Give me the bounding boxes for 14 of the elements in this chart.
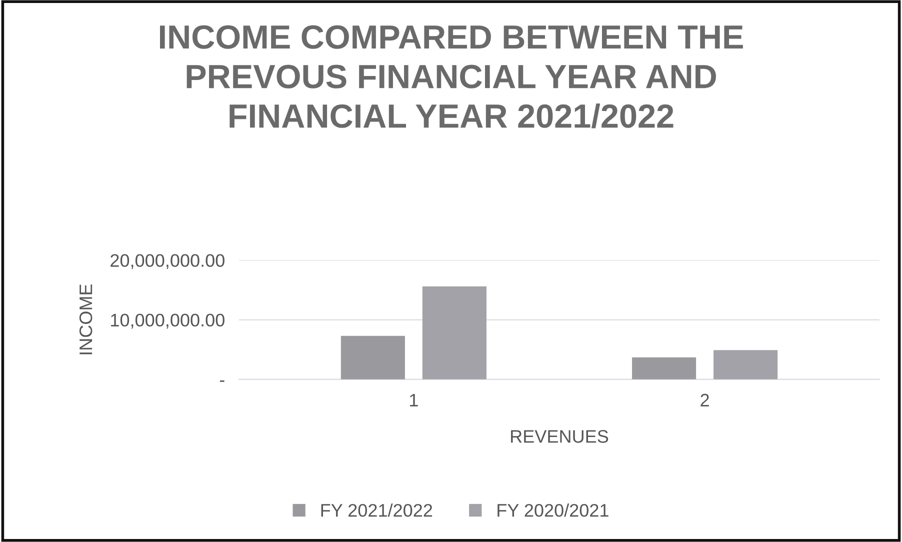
- chart-title: INCOME COMPARED BETWEEN THE PREVOUS FINANCIAL YEAR AND FINANCIAL YEAR 2021/2022: [160, 25, 743, 128]
- legend-label: FY 2020/2021: [498, 504, 608, 517]
- y-axis-title: INCOME: [79, 284, 92, 354]
- bar: [422, 286, 486, 380]
- y-tick-label: -: [220, 380, 224, 382]
- x-tick-label: 1: [410, 394, 418, 406]
- bar: [340, 336, 405, 380]
- x-axis-title: REVENUES: [511, 430, 608, 443]
- bar: [632, 357, 696, 380]
- y-tick-label: 10,000,000.00: [111, 314, 224, 329]
- y-tick-label: 20,000,000.00: [110, 254, 224, 270]
- bar: [714, 350, 778, 380]
- x-tick-label: 2: [700, 394, 709, 406]
- legend-label: FY 2021/2022: [321, 504, 432, 517]
